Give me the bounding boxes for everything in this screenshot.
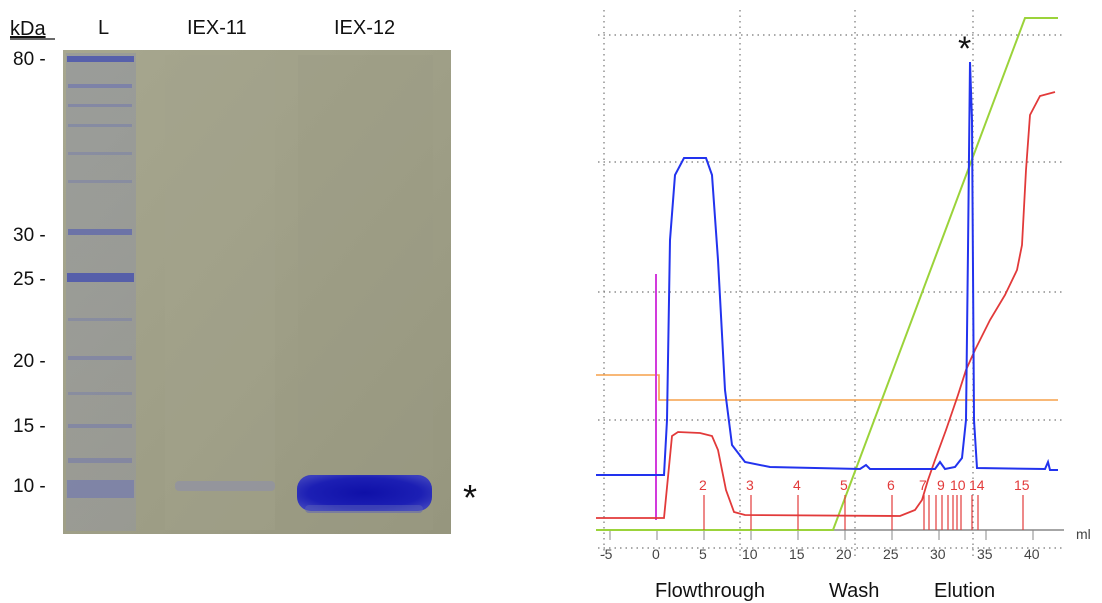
x-tick-label: 25 — [883, 546, 899, 562]
x-axis-ticks — [609, 530, 1034, 540]
gel-unit-label: kDa — [10, 18, 46, 40]
ladder-band — [68, 124, 132, 127]
fraction-marks — [703, 495, 1024, 530]
ladder-band — [68, 152, 132, 155]
band-iex-12 — [297, 475, 432, 511]
x-tick-label: 15 — [789, 546, 805, 562]
marker-30: 30 - — [13, 225, 46, 246]
band-iex-11 — [175, 481, 275, 491]
gel-panel: kDa L IEX-11 IEX-12 80 - 30 - 25 - 20 - … — [10, 17, 477, 534]
phase-label-flowthrough: Flowthrough — [655, 580, 765, 602]
band-iex-12-smear — [305, 505, 423, 513]
band-asterisk: * — [463, 477, 477, 518]
ladder-band — [68, 180, 132, 183]
marker-25: 25 - — [13, 269, 46, 290]
x-tick-label: 5 — [699, 546, 707, 562]
fraction-label: 10 — [950, 477, 966, 493]
uv-trace — [596, 61, 1058, 476]
ladder-band-20 — [68, 356, 132, 360]
ladder-band-30 — [68, 229, 132, 235]
ladder-lane — [66, 53, 136, 531]
x-tick-label: 35 — [977, 546, 993, 562]
lane-label-iex-11: IEX-11 — [187, 17, 247, 39]
chromatogram-panel: -5 0 5 10 15 20 25 30 35 40 ml — [596, 10, 1091, 602]
ladder-band-80 — [67, 56, 134, 62]
x-tick-label: 30 — [930, 546, 946, 562]
marker-80: 80 - — [13, 49, 46, 70]
x-tick-label: 20 — [836, 546, 852, 562]
fraction-label: 2 — [699, 477, 707, 493]
marker-10: 10 - — [13, 476, 46, 497]
phase-label-wash: Wash — [829, 580, 879, 602]
lane-label-iex-12: IEX-12 — [334, 17, 395, 39]
ladder-band — [68, 458, 132, 463]
fraction-label: 3 — [746, 477, 754, 493]
fraction-label: 9 — [937, 477, 945, 493]
ladder-band-10 — [67, 480, 134, 498]
lane-label-ladder: L — [98, 17, 109, 39]
marker-15: 15 - — [13, 416, 46, 437]
lane-streak-iex-12 — [298, 55, 433, 530]
ladder-band-15 — [68, 424, 132, 428]
fraction-label: 6 — [887, 477, 895, 493]
ladder-band — [68, 84, 132, 88]
fraction-label: 7 — [919, 477, 927, 493]
peak-asterisk: * — [958, 30, 971, 68]
lane-streak-iex-11 — [165, 55, 275, 530]
fraction-label: 15 — [1014, 477, 1030, 493]
pressure-line — [596, 374, 1058, 401]
phase-label-elution: Elution — [934, 580, 995, 602]
fraction-label: 4 — [793, 477, 801, 493]
gradient-line — [596, 17, 1058, 531]
x-tick-label: 40 — [1024, 546, 1040, 562]
ladder-band — [68, 104, 132, 107]
x-tick-label: 10 — [742, 546, 758, 562]
marker-20: 20 - — [13, 351, 46, 372]
ladder-band-25 — [67, 273, 134, 282]
x-axis-unit: ml — [1076, 526, 1091, 542]
ladder-band — [68, 392, 132, 395]
x-tick-label: -5 — [600, 546, 613, 562]
fraction-label: 5 — [840, 477, 848, 493]
conductivity-trace — [596, 91, 1056, 519]
fraction-label: 14 — [969, 477, 985, 493]
x-tick-label: 0 — [652, 546, 660, 562]
ladder-band — [68, 318, 132, 321]
